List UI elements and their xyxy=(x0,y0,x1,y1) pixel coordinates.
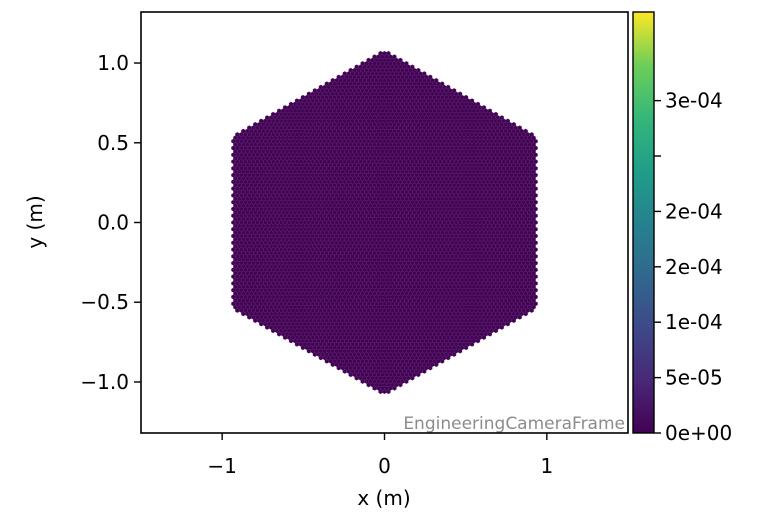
camera-pixel xyxy=(241,128,246,134)
camera-pixel xyxy=(235,132,240,137)
camera-pixel-grid xyxy=(231,50,538,395)
camera-pixel xyxy=(529,132,534,137)
